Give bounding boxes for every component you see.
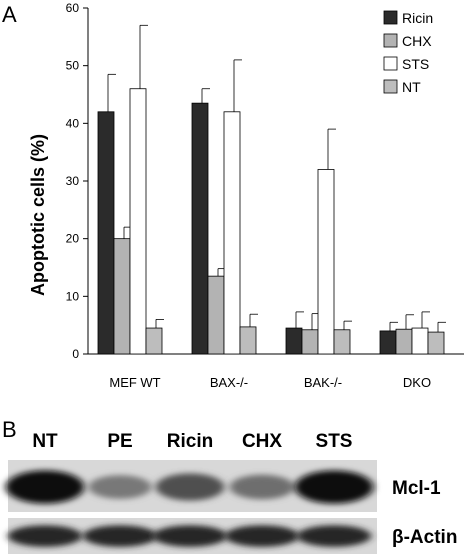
lane-header-5: STS <box>316 431 353 452</box>
lane-header-4: CHX <box>242 431 282 452</box>
category-label: MEF WT <box>109 375 160 390</box>
legend-swatch-ricin <box>383 10 398 25</box>
legend-swatch-sts <box>383 56 398 71</box>
blot-row-label-2: β-Actin <box>392 527 457 548</box>
lane-header-1: NT <box>32 431 58 452</box>
bar-nt-2 <box>239 326 257 355</box>
band-row1-lane2 <box>88 475 152 499</box>
band-row1-lane4 <box>229 474 295 500</box>
western-blot: NT PE Ricin CHX STS Mcl-1 β-Actin <box>5 431 457 554</box>
legend-swatch-nt <box>383 79 398 94</box>
bar-ricin-3 <box>285 327 303 355</box>
band-row1-lane3 <box>155 473 225 501</box>
blot-row-label-1: Mcl-1 <box>392 478 441 499</box>
band-row2-lane5 <box>296 525 372 547</box>
y-tick-label: 50 <box>66 59 80 73</box>
bar-chx-1 <box>113 238 131 355</box>
bar-sts-2 <box>223 111 241 355</box>
bar-ricin-2 <box>191 102 209 355</box>
bar-nt-3 <box>333 329 351 355</box>
bar-sts-3 <box>317 169 335 355</box>
bar-chart: Apoptotic cells (%) 0 10 20 30 40 50 60 MEF WT… <box>28 1 464 390</box>
band-row2-lane3 <box>152 525 228 547</box>
lane-header-3: Ricin <box>167 431 213 452</box>
blot-bands <box>5 470 374 547</box>
category-label: BAX-/- <box>210 375 248 390</box>
legend-swatch-chx <box>383 33 398 48</box>
panel-a-letter: A <box>2 2 17 27</box>
category-label: DKO <box>403 375 431 390</box>
y-tick-label: 30 <box>66 174 80 188</box>
lane-header-2: PE <box>107 431 132 452</box>
legend-label-sts: STS <box>402 56 429 72</box>
band-row2-lane4 <box>224 525 300 547</box>
category-label: BAK-/- <box>304 375 342 390</box>
blot-row-labels: Mcl-1 β-Actin <box>392 478 457 548</box>
y-tick-label: 40 <box>66 116 80 130</box>
bar-nt-4 <box>427 331 445 355</box>
bar-chx-2 <box>207 275 225 355</box>
bar-chx-4 <box>395 328 413 355</box>
bars <box>97 24 446 355</box>
legend-label-ricin: Ricin <box>402 10 433 26</box>
panel-b-letter: B <box>2 417 17 442</box>
category-labels: MEF WT BAX-/- BAK-/- DKO <box>109 375 431 390</box>
y-tick-label: 60 <box>66 1 80 15</box>
bar-ricin-4 <box>379 330 397 355</box>
legend-label-chx: CHX <box>402 33 432 49</box>
bar-sts-1 <box>129 88 147 355</box>
y-tick-label: 20 <box>66 232 80 246</box>
bar-ricin-1 <box>97 111 115 355</box>
bar-nt-1 <box>145 327 163 355</box>
legend-label-nt: NT <box>402 79 421 95</box>
y-tick-label: 10 <box>66 289 80 303</box>
bar-sts-4 <box>411 327 429 355</box>
y-tick-label: 0 <box>72 347 79 361</box>
band-row2-lane2 <box>82 525 158 547</box>
legend: Ricin CHX STS NT <box>383 10 433 95</box>
y-axis-label: Apoptotic cells (%) <box>28 134 48 296</box>
band-row1-lane5 <box>294 470 374 504</box>
bar-chx-3 <box>301 329 319 355</box>
blot-lane-headers: NT PE Ricin CHX STS <box>32 431 352 452</box>
band-row2-lane1 <box>7 525 83 547</box>
band-row1-lane1 <box>5 470 85 504</box>
